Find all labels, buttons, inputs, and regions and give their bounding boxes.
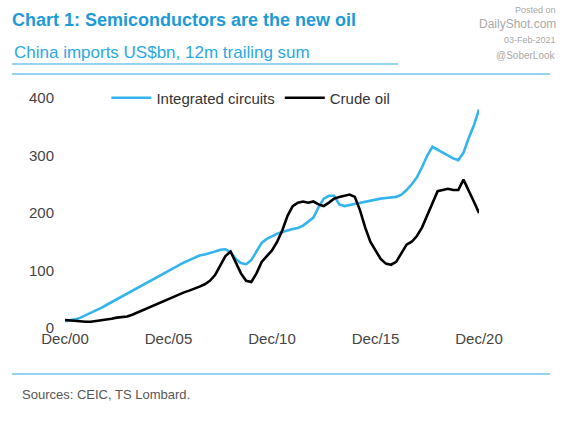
svg-text:0: 0: [46, 319, 54, 336]
svg-text:Sources: CEIC, TS Lombard.: Sources: CEIC, TS Lombard.: [22, 387, 190, 402]
svg-text:Dec/00: Dec/00: [41, 330, 89, 347]
svg-text:200: 200: [29, 204, 54, 221]
svg-text:Dec/05: Dec/05: [145, 330, 193, 347]
svg-text:Dec/20: Dec/20: [455, 330, 503, 347]
svg-text:Dec/15: Dec/15: [352, 330, 400, 347]
svg-text:100: 100: [29, 262, 54, 279]
svg-text:DailyShot.com: DailyShot.com: [479, 17, 556, 31]
svg-text:@SoberLook: @SoberLook: [496, 50, 556, 61]
svg-text:Crude oil: Crude oil: [330, 90, 390, 107]
svg-text:400: 400: [29, 89, 54, 106]
svg-text:China imports US$bn, 12m trail: China imports US$bn, 12m trailing sum: [14, 43, 310, 62]
svg-text:Dec/10: Dec/10: [248, 330, 296, 347]
svg-text:03-Feb-2021: 03-Feb-2021: [504, 35, 556, 45]
svg-text:Integrated circuits: Integrated circuits: [156, 90, 274, 107]
svg-text:300: 300: [29, 147, 54, 164]
svg-text:Chart 1: Semiconductors are th: Chart 1: Semiconductors are the new oil: [12, 10, 356, 30]
svg-text:Posted on: Posted on: [515, 5, 556, 15]
